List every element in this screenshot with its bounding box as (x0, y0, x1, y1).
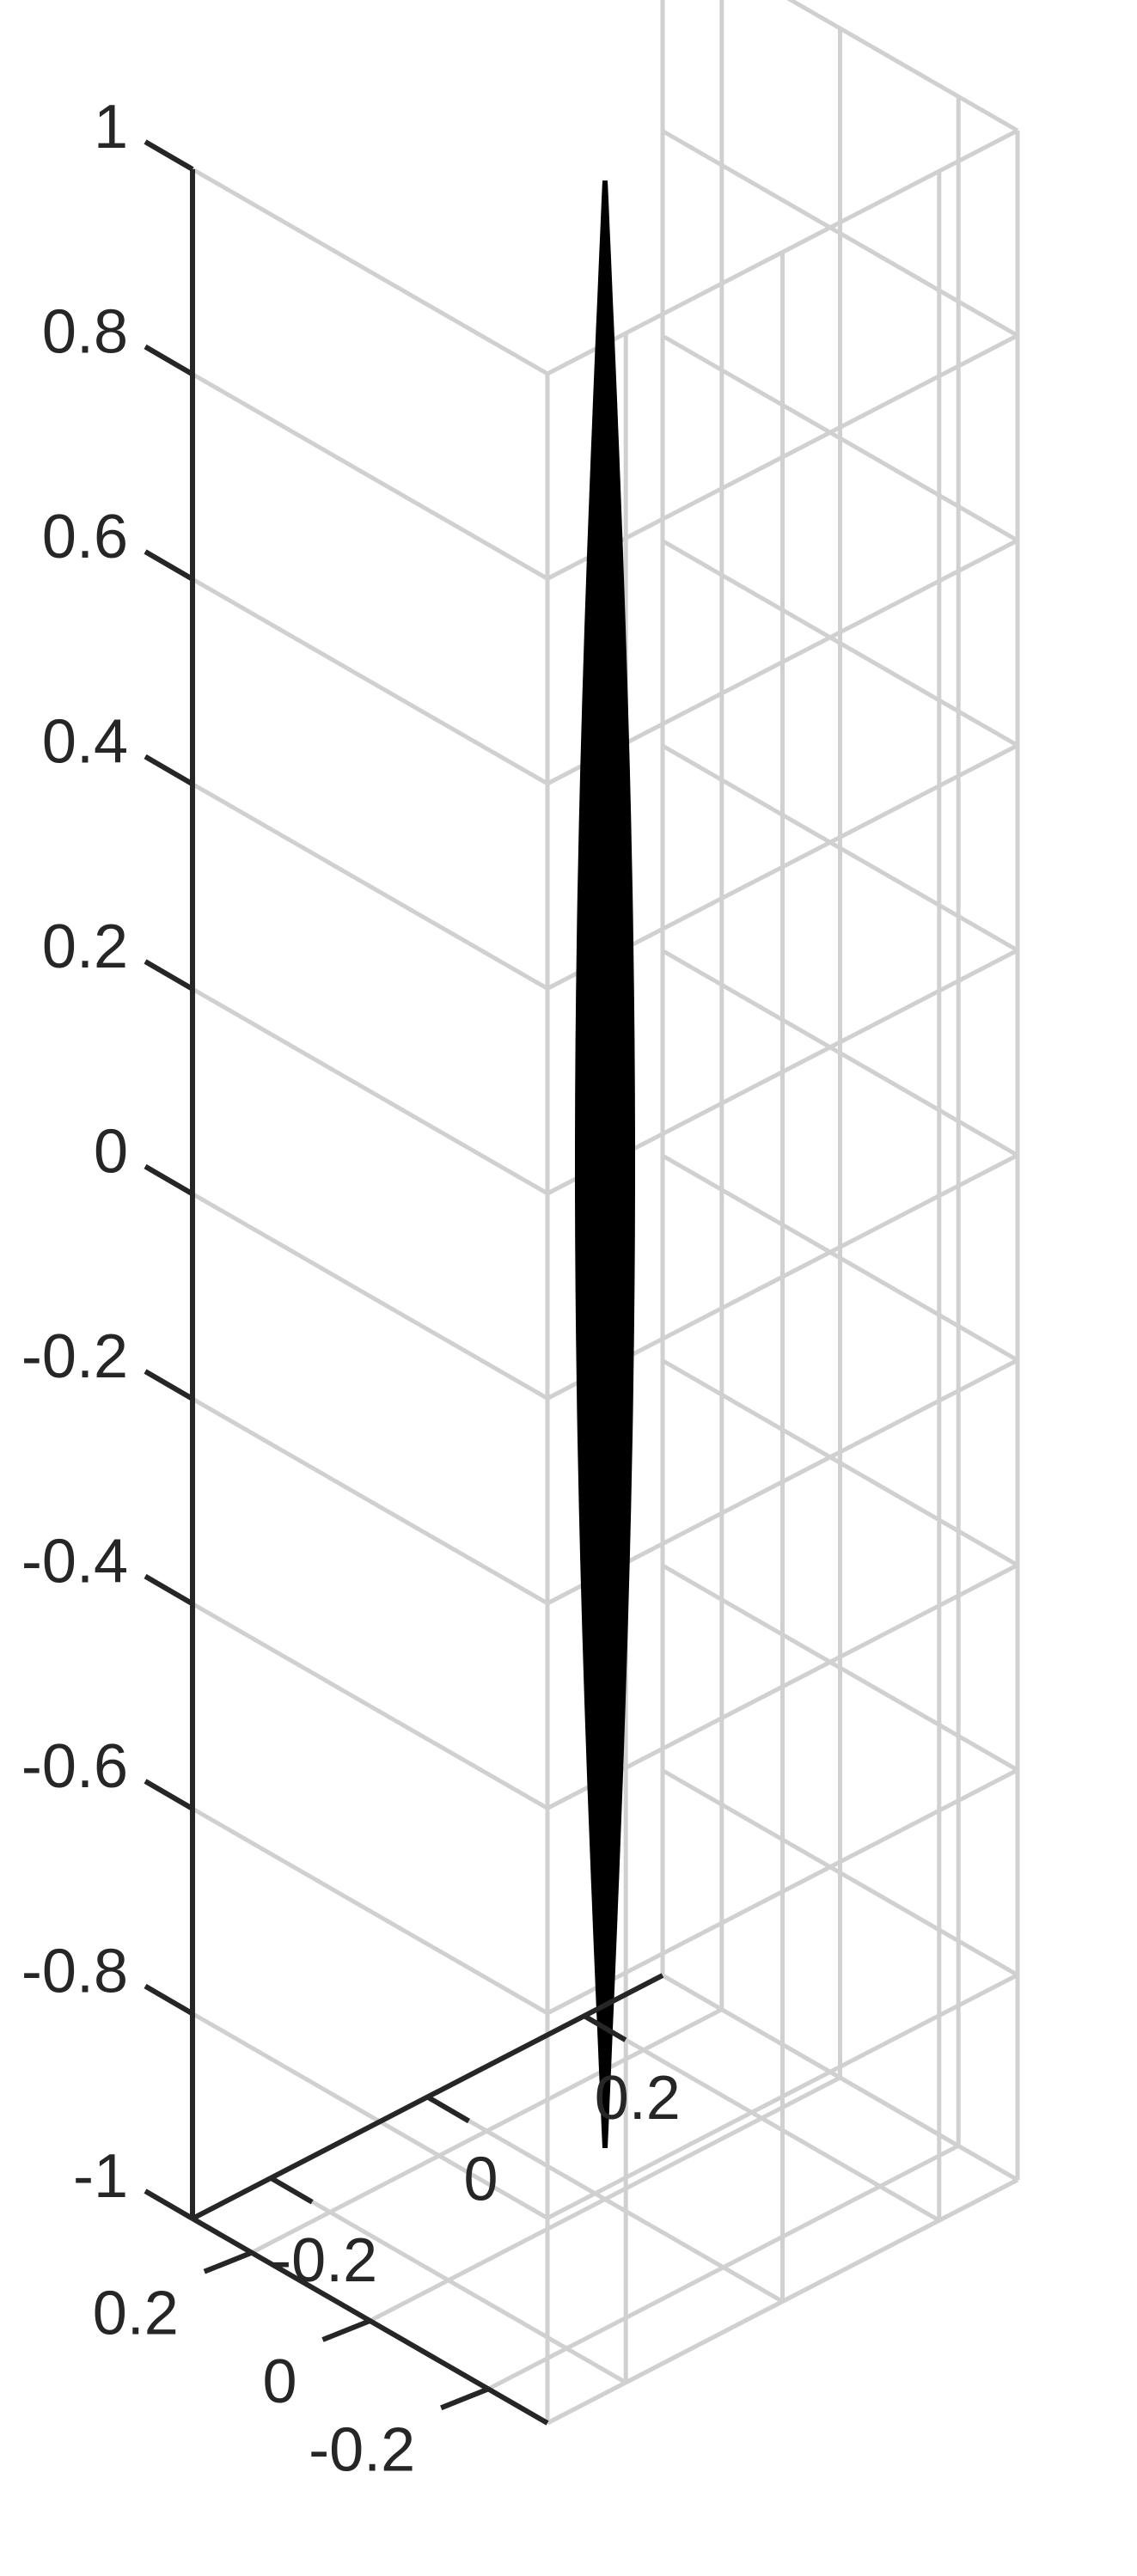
z-tick-label: -1 (73, 2142, 128, 2211)
z-tick-mark (144, 549, 194, 582)
grid-line-y-floor (583, 2014, 941, 2223)
grid-line-z-right-wall (661, 1153, 1019, 1363)
z-tick-mark (144, 1983, 194, 2017)
grid-line-z-left-wall (191, 1192, 549, 1401)
x-tick-label: 0.2 (93, 2280, 179, 2348)
z-tick-label: -0.8 (21, 1938, 128, 2006)
grid-layer (191, 0, 1020, 2426)
y-tick-label: 0 (463, 2146, 498, 2214)
x-tick-mark (321, 2318, 371, 2342)
tick-label-layer: -1-0.8-0.6-0.4-0.200.20.40.60.81-0.200.2… (21, 93, 681, 2484)
z-tick-mark (144, 344, 194, 377)
grid-line-z-top-wall (546, 2177, 1019, 2426)
z-tick-label: -0.4 (21, 1528, 128, 1596)
z-tick-label: -0.6 (21, 1732, 128, 1801)
x-tick-mark (440, 2386, 490, 2411)
grid-line-z-left-wall (191, 372, 549, 581)
grid-line-z-right-wall (661, 743, 1019, 953)
grid-line-z-top-wall (546, 333, 1019, 581)
z-tick-mark (144, 1369, 194, 1401)
grid-line-z-left-wall (191, 2011, 549, 2220)
z-tick-mark (144, 1163, 194, 1197)
z-tick-mark (144, 754, 194, 787)
y-tick-label: -0.2 (271, 2226, 377, 2295)
grid-line-z-right-wall (661, 1973, 1019, 2182)
grid-line-z-right-wall (661, 1768, 1019, 1977)
grid-line-z-top-wall (546, 1973, 1019, 2220)
grid-line-y-floor (426, 2095, 784, 2304)
grid-line-z-right-wall (661, 1563, 1019, 1773)
x-tick-label: -0.2 (309, 2415, 415, 2484)
grid-line-z-left-wall (191, 167, 549, 376)
grid-line-z-left-wall (191, 577, 549, 786)
grid-line-z-top-wall (546, 1563, 1019, 1810)
z-tick-label: 1 (94, 93, 128, 162)
z-tick-label: 0.2 (42, 913, 128, 981)
grid-line-z-left-wall (191, 1396, 549, 1606)
grid-line-z-left-wall (191, 782, 549, 991)
y-tick-mark (583, 2013, 627, 2042)
grid-line-z-left-wall (191, 986, 549, 1196)
z-tick-mark (144, 959, 194, 992)
z-tick-mark (144, 1573, 194, 1607)
grid-line-z-right-wall (661, 949, 1019, 1157)
grid-line-z-left-wall (191, 1806, 549, 2016)
grid-line-z-right-wall (661, 129, 1019, 338)
y-tick-mark (269, 2176, 314, 2205)
grid-line-z-right-wall (661, 539, 1019, 748)
grid-line-z-right-wall (661, 1358, 1019, 1567)
grid-line-z-right-wall (661, 333, 1019, 543)
y-tick-mark (425, 2094, 471, 2124)
z-tick-label: 0 (94, 1118, 128, 1187)
grid-line-z-left-wall (191, 1602, 549, 1810)
z-tick-mark (144, 139, 194, 172)
grid-line-z-top-wall (546, 1767, 1019, 2016)
grid-line-z-right-wall (786, 0, 1019, 133)
surface-spindle (575, 180, 635, 2149)
axis-layer (144, 139, 664, 2426)
grid-line-z-top-wall (546, 128, 1019, 376)
surface-layer (575, 180, 635, 2149)
x-tick-mark (203, 2249, 253, 2274)
z-tick-mark (144, 2188, 194, 2221)
y-tick-label: 0.2 (595, 2064, 681, 2133)
z-tick-label: 0.4 (42, 708, 128, 777)
grid-line-y-floor (269, 2176, 627, 2384)
z-tick-label: -0.2 (21, 1322, 128, 1391)
z-tick-label: 0.6 (42, 503, 128, 571)
z-tick-mark (144, 1779, 194, 1811)
z-tick-label: 0.8 (42, 298, 128, 367)
x-tick-label: 0 (262, 2347, 296, 2416)
